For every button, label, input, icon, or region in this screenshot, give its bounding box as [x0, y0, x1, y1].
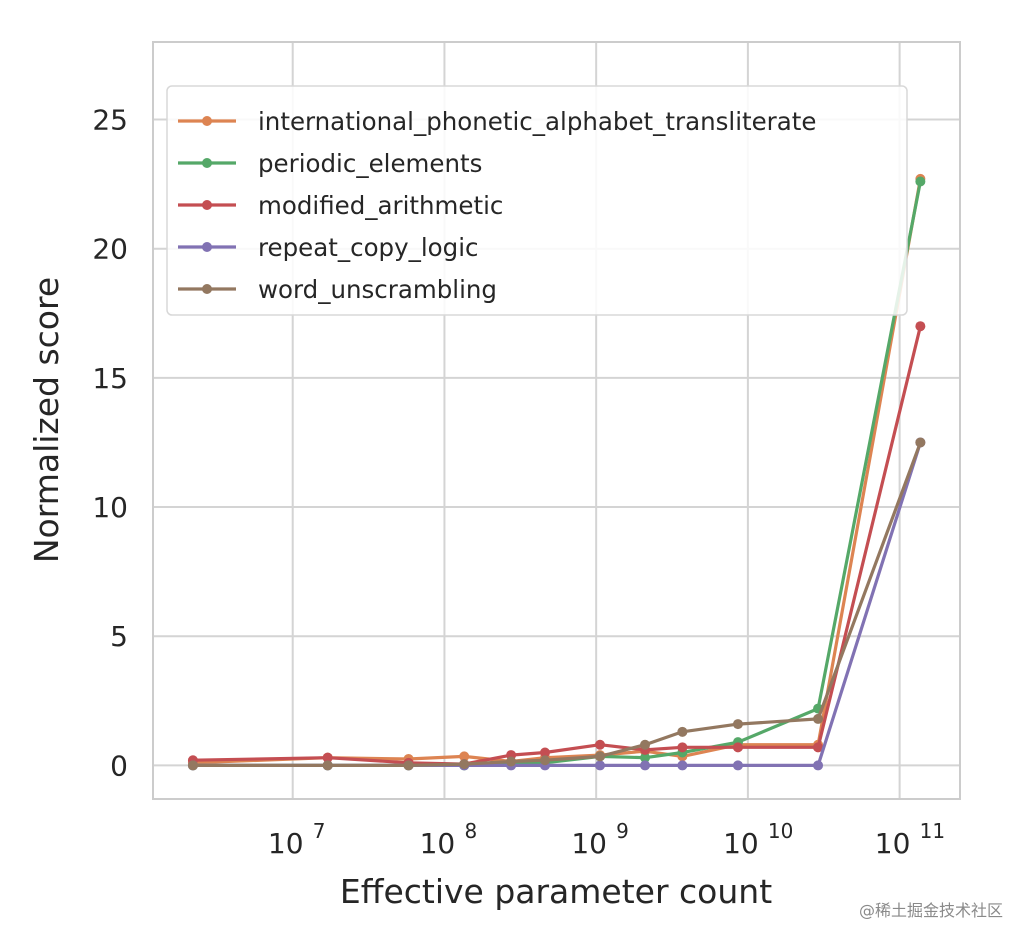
legend-box — [166, 85, 908, 316]
data-point — [403, 760, 414, 771]
y-tick-label: 15 — [92, 362, 128, 395]
legend-marker — [202, 116, 212, 126]
watermark: @稀土掘金技术社区 — [859, 901, 1003, 920]
legend-label: repeat_copy_logic — [258, 233, 479, 262]
legend-label: modified_arithmetic — [258, 191, 503, 220]
legend-label: word_unscrambling — [258, 275, 497, 304]
data-point — [813, 760, 824, 771]
series-modified_arithmetic — [187, 321, 926, 770]
x-tick-exponent: 8 — [464, 819, 477, 843]
x-tick-labels: 10 7 10 8 10 9 10 10 10 11 — [268, 819, 945, 860]
legend-marker — [202, 158, 212, 168]
data-point — [539, 755, 550, 766]
x-tick-label: 10 10 — [723, 819, 793, 860]
series-line — [192, 325, 922, 766]
y-tick-label: 5 — [110, 620, 128, 653]
series-word_unscrambling — [187, 437, 926, 771]
legend-marker — [202, 242, 212, 252]
data-point — [322, 752, 333, 763]
data-point — [915, 321, 926, 332]
data-point — [732, 742, 743, 753]
legend-entry: international_phonetic_alphabet_translit… — [178, 107, 816, 136]
series-line — [192, 178, 922, 765]
x-tick-base: 10 — [268, 827, 304, 860]
legend-label: periodic_elements — [258, 149, 482, 178]
legend: international_phonetic_alphabet_translit… — [166, 85, 908, 316]
y-tick-label: 0 — [110, 749, 128, 782]
data-point — [640, 752, 651, 763]
data-point — [677, 726, 688, 737]
x-tick-base: 10 — [875, 827, 911, 860]
data-point — [187, 760, 198, 771]
data-point — [813, 742, 824, 753]
data-point — [459, 751, 470, 762]
y-axis-title: Normalized score — [27, 277, 66, 563]
data-point — [539, 747, 550, 758]
legend-entry: periodic_elements — [178, 149, 482, 178]
data-point — [732, 760, 743, 771]
legend-entry: repeat_copy_logic — [178, 233, 479, 262]
data-point — [915, 176, 926, 187]
legend-entry: modified_arithmetic — [178, 191, 503, 220]
x-tick-exponent: 7 — [313, 819, 326, 843]
x-axis-title: Effective parameter count — [340, 872, 772, 911]
x-tick-base: 10 — [571, 827, 607, 860]
data-point — [322, 760, 333, 771]
data-point — [640, 760, 651, 771]
data-point — [732, 719, 743, 730]
y-tick-label: 25 — [92, 104, 128, 137]
legend-entry: word_unscrambling — [178, 275, 497, 304]
data-point — [506, 756, 517, 767]
x-tick-label: 10 7 — [268, 819, 326, 860]
data-point — [459, 759, 470, 770]
data-point — [677, 760, 688, 771]
series-layer — [187, 173, 926, 771]
x-tick-label: 10 8 — [420, 819, 478, 860]
y-tick-label: 10 — [92, 491, 128, 524]
x-tick-exponent: 9 — [616, 819, 629, 843]
x-tick-label: 10 11 — [875, 819, 945, 860]
data-point — [915, 437, 926, 448]
x-tick-base: 10 — [420, 827, 456, 860]
data-point — [595, 760, 606, 771]
data-point — [640, 739, 651, 750]
y-tick-label: 20 — [92, 233, 128, 266]
x-tick-exponent: 10 — [768, 819, 793, 843]
legend-label: international_phonetic_alphabet_translit… — [258, 107, 816, 136]
x-tick-label: 10 9 — [571, 819, 629, 860]
y-tick-labels: 0 5 10 15 20 25 — [92, 104, 128, 783]
x-tick-exponent: 11 — [920, 819, 945, 843]
plot-frame — [152, 41, 961, 800]
data-point — [677, 742, 688, 753]
legend-marker — [202, 284, 212, 294]
legend-marker — [202, 200, 212, 210]
data-point — [813, 713, 824, 724]
x-tick-base: 10 — [723, 827, 759, 860]
data-point — [595, 751, 606, 762]
data-point — [595, 739, 606, 750]
series-line — [192, 441, 922, 768]
